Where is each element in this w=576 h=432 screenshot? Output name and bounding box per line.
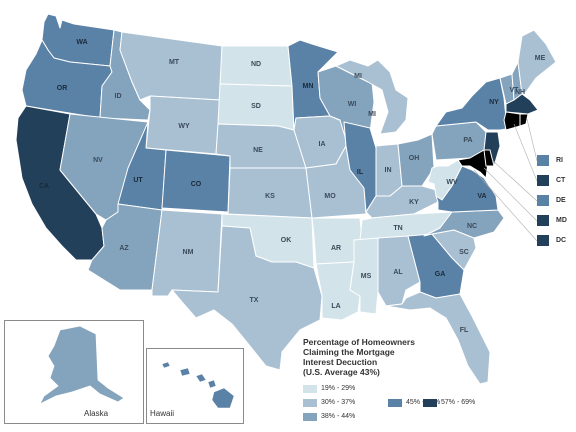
state-label-ne: NE: [253, 147, 263, 154]
small-state-md-label: MD: [556, 217, 567, 224]
state-label-ks: KS: [265, 193, 275, 200]
state-label-tn: TN: [393, 225, 402, 232]
state-label-sd: SD: [251, 103, 261, 110]
state-TX: [171, 225, 323, 371]
state-HI: [161, 361, 235, 409]
state-label-va: VA: [477, 193, 486, 200]
state-label-mn: MN: [303, 83, 314, 90]
state-MI: [335, 59, 409, 135]
small-state-de: DE: [537, 195, 576, 207]
small-state-ri-swatch: [537, 155, 549, 166]
small-state-ri: RI: [537, 155, 576, 167]
state-label-id: ID: [115, 93, 122, 100]
state-label-ny: NY: [489, 99, 499, 106]
state-AK: [39, 325, 125, 405]
small-state-dc: DC: [537, 235, 576, 247]
state-DE: [483, 149, 495, 167]
state-label-nm: NM: [183, 249, 194, 256]
small-state-de-label: DE: [556, 197, 566, 204]
small-state-ct: CT: [537, 175, 576, 187]
state-label-ok: OK: [281, 237, 292, 244]
legend-range-5: 57% - 69%: [441, 399, 476, 406]
state-label-fl: FL: [460, 327, 469, 334]
small-state-md-swatch: [537, 215, 549, 226]
state-label-oh: OH: [409, 155, 420, 162]
alaska-inset-label: Alaska: [84, 409, 109, 418]
state-label-wa: WA: [76, 39, 87, 46]
state-ME: [517, 29, 557, 95]
state-label-al: AL: [393, 269, 403, 276]
state-NY: [435, 77, 513, 131]
state-VA: [435, 165, 499, 213]
state-label-az: AZ: [119, 245, 129, 252]
state-NC: [423, 209, 505, 239]
state-label-mo: MO: [324, 193, 336, 200]
small-state-dc-label: DC: [556, 237, 567, 244]
state-label-co: CO: [191, 181, 202, 188]
callout-lines: [473, 118, 538, 242]
small-state-ct-label: CT: [556, 177, 566, 184]
legend-range-1: 19% - 29%: [321, 385, 356, 392]
state-label-vt: VT: [510, 87, 520, 94]
alaska-inset-frame: [4, 320, 144, 424]
state-label-ia: IA: [319, 141, 326, 148]
legend-swatch-5: [423, 399, 437, 407]
small-state-de-swatch: [537, 195, 549, 206]
legend-swatch-2: [303, 399, 317, 407]
state-NM: [151, 209, 223, 297]
small-state-dc-swatch: [537, 235, 549, 246]
state-label-ut: UT: [133, 177, 143, 184]
state-label-ky: KY: [409, 199, 419, 206]
state-label-mi: MI: [368, 111, 376, 118]
state-label-me: ME: [535, 55, 546, 62]
state-label-tx: TX: [250, 297, 259, 304]
state-label-il: IL: [357, 169, 364, 176]
state-label-ms: MS: [361, 273, 372, 280]
legend-swatch-1: [303, 385, 317, 393]
state-RI: [519, 113, 529, 127]
state-CT: [503, 111, 521, 131]
state-label-ca: CA: [39, 183, 49, 190]
legend-title: Percentage of Homeowners Claiming the Mo…: [303, 337, 415, 377]
state-label-ga: GA: [435, 271, 446, 278]
state-label-mt: MT: [169, 59, 180, 66]
state-label-wy: WY: [178, 123, 190, 130]
hawaii-inset-label: Hawaii: [150, 409, 175, 418]
state-label-nc: NC: [467, 223, 477, 230]
state-label-la: LA: [331, 303, 340, 310]
state-label-wv: WV: [446, 179, 458, 186]
small-state-ct-swatch: [537, 175, 549, 186]
color-legend: Percentage of Homeowners Claiming the Mo…: [303, 337, 476, 425]
small-state-md: MD: [537, 215, 576, 227]
state-label-or: OR: [57, 85, 68, 92]
hawaii-inset-frame: [146, 348, 244, 424]
state-label-nd: ND: [251, 61, 261, 68]
state-MT: [119, 31, 223, 101]
legend-swatch-3: [303, 413, 317, 421]
state-label-mi2: MI: [354, 73, 362, 80]
state-label-in: IN: [385, 167, 392, 174]
state-label-nv: NV: [93, 157, 103, 164]
state-label-wi: WI: [348, 101, 357, 108]
state-FL: [385, 291, 491, 385]
state-label-ar: AR: [331, 245, 341, 252]
legend-swatch-4: [388, 399, 402, 407]
small-state-ri-label: RI: [556, 157, 563, 164]
legend-range-2: 30% - 37%: [321, 399, 356, 406]
state-label-nh: NH: [515, 89, 525, 96]
legend-range-3: 38% - 44%: [321, 413, 356, 420]
state-label-sc: SC: [459, 249, 469, 256]
state-label-pa: PA: [463, 137, 472, 144]
